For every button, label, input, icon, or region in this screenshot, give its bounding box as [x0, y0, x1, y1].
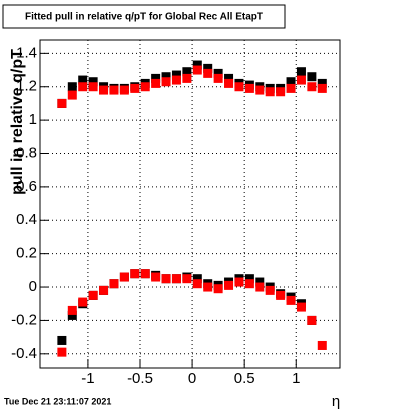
- marker: [244, 279, 254, 289]
- marker: [171, 274, 181, 284]
- marker: [67, 90, 77, 100]
- marker: [140, 269, 150, 279]
- marker: [265, 87, 275, 97]
- marker: [182, 73, 192, 83]
- chart-title: Fitted pull in relative q/pT for Global …: [25, 12, 263, 23]
- timestamp: Tue Dec 21 23:11:07 2021: [4, 396, 111, 406]
- marker: [307, 315, 317, 325]
- marker: [161, 274, 171, 284]
- marker: [224, 78, 234, 88]
- marker: [286, 83, 296, 93]
- marker: [192, 60, 202, 70]
- x-tick-label: 0: [188, 370, 196, 387]
- marker: [203, 63, 213, 73]
- marker: [78, 82, 88, 92]
- marker: [88, 82, 98, 92]
- marker: [182, 67, 192, 77]
- marker: [244, 83, 254, 93]
- marker: [307, 72, 317, 82]
- marker: [213, 73, 223, 83]
- marker: [67, 310, 77, 320]
- marker: [130, 83, 140, 93]
- marker: [161, 72, 171, 82]
- y-tick-label: 1: [29, 111, 37, 128]
- y-tick-label: -0.2: [11, 311, 37, 328]
- marker: [171, 75, 181, 85]
- marker: [151, 78, 161, 88]
- marker: [57, 347, 67, 357]
- marker: [171, 70, 181, 80]
- y-tick-label: 0.4: [16, 211, 37, 228]
- marker: [192, 65, 202, 75]
- marker: [67, 82, 77, 92]
- marker: [234, 82, 244, 92]
- marker: [265, 285, 275, 295]
- marker: [88, 290, 98, 300]
- marker: [151, 73, 161, 83]
- marker: [213, 284, 223, 294]
- marker: [234, 277, 244, 287]
- title-box: [2, 4, 286, 29]
- marker: [255, 282, 265, 292]
- marker: [67, 305, 77, 315]
- y-tick-label: 0.8: [16, 144, 37, 161]
- marker: [286, 77, 296, 87]
- marker: [57, 98, 67, 108]
- x-tick-label: -1: [81, 370, 94, 387]
- y-tick-label: 0.2: [16, 245, 37, 262]
- y-tick-label: 1.4: [16, 44, 37, 61]
- marker: [317, 340, 327, 350]
- x-tick-label: -0.5: [127, 370, 153, 387]
- y-tick-label: 1.2: [16, 78, 37, 95]
- marker: [296, 302, 306, 312]
- marker: [151, 272, 161, 282]
- marker: [244, 274, 254, 284]
- marker: [78, 75, 88, 85]
- y-tick-label: 0.6: [16, 178, 37, 195]
- marker: [130, 269, 140, 279]
- y-axis-title: pull in relative q/pT: [9, 49, 26, 195]
- marker: [140, 82, 150, 92]
- marker: [255, 85, 265, 95]
- marker: [109, 279, 119, 289]
- marker: [307, 82, 317, 92]
- marker: [203, 68, 213, 78]
- marker: [224, 73, 234, 83]
- x-axis-title: η: [332, 393, 340, 409]
- marker: [276, 290, 286, 300]
- marker: [203, 282, 213, 292]
- marker: [99, 285, 109, 295]
- marker: [99, 85, 109, 95]
- marker: [119, 272, 129, 282]
- marker: [276, 87, 286, 97]
- marker: [317, 83, 327, 93]
- marker: [224, 280, 234, 290]
- marker: [192, 279, 202, 289]
- y-tick-label: 0: [29, 278, 37, 295]
- marker: [161, 77, 171, 87]
- frame: [39, 39, 341, 369]
- marker: [88, 77, 98, 87]
- marker: [109, 85, 119, 95]
- x-tick-label: 1: [292, 370, 300, 387]
- y-tick-label: -0.4: [11, 345, 37, 362]
- marker: [286, 295, 296, 305]
- marker: [296, 75, 306, 85]
- marker: [57, 335, 67, 345]
- marker: [255, 277, 265, 287]
- marker: [78, 297, 88, 307]
- x-tick-label: 0.5: [234, 370, 255, 387]
- marker: [296, 67, 306, 77]
- marker: [213, 68, 223, 78]
- marker: [317, 78, 327, 88]
- marker: [182, 274, 192, 284]
- marker: [119, 85, 129, 95]
- marker: [192, 274, 202, 284]
